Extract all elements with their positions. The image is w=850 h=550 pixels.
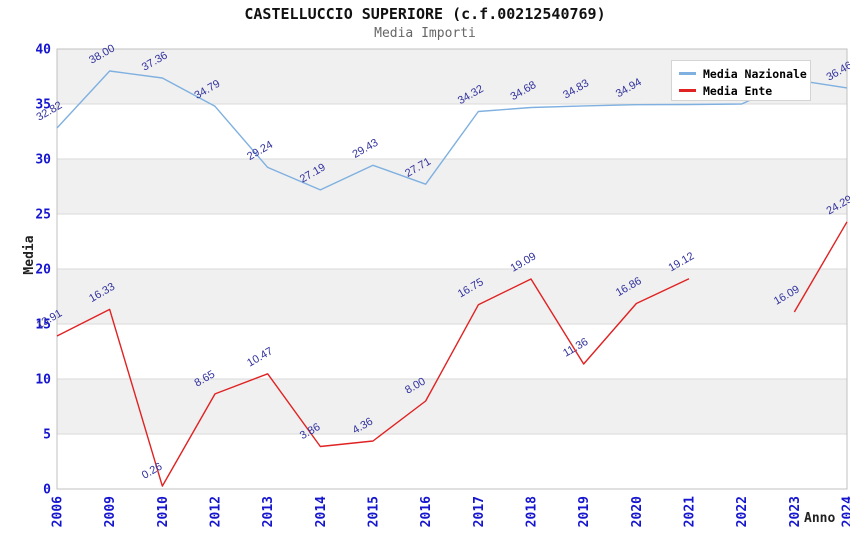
x-tick-label: 2021 — [683, 496, 698, 527]
point-label: 11.36 — [561, 336, 590, 360]
x-tick-label: 2018 — [525, 496, 540, 527]
x-tick-label: 2012 — [209, 496, 224, 527]
y-tick-label: 25 — [35, 208, 51, 223]
legend-label: Media Nazionale — [703, 66, 807, 81]
x-tick-label: 2009 — [103, 496, 118, 527]
x-tick-label: 2006 — [51, 496, 66, 527]
y-tick-label: 0 — [43, 483, 51, 498]
chart-subtitle: Media Importi — [374, 26, 476, 41]
series-line-media-ente — [793, 221, 848, 313]
y-tick-label: 30 — [35, 153, 51, 168]
legend: Media Nazionale Media Ente — [671, 60, 811, 101]
y-tick-label: 35 — [35, 98, 51, 113]
point-label: 10.47 — [245, 345, 275, 369]
legend-item-media-ente: Media Ente — [679, 82, 810, 99]
plot-border — [56, 48, 848, 490]
y-tick-label: 15 — [35, 318, 51, 333]
x-tick-label: 2010 — [156, 496, 171, 527]
series-line-media-ente — [56, 278, 690, 487]
y-tick-label: 20 — [35, 263, 51, 278]
legend-item-media-nazionale: Media Nazionale — [679, 65, 810, 82]
series-line-media-nazionale — [56, 70, 848, 191]
y-axis-title: Media — [22, 235, 37, 275]
chart-title: CASTELLUCCIO SUPERIORE (c.f.00212540769) — [244, 5, 606, 23]
plot-band — [57, 269, 847, 324]
x-axis-title: Anno — [804, 511, 836, 526]
x-tick-label: 2017 — [472, 496, 487, 527]
legend-swatch-media-ente-icon — [679, 89, 696, 92]
x-tick-label: 2022 — [735, 496, 750, 527]
x-tick-label: 2014 — [314, 496, 329, 527]
x-tick-label: 2013 — [261, 496, 276, 527]
x-tick-label: 2024 — [841, 496, 850, 527]
y-tick-label: 10 — [35, 373, 51, 388]
legend-swatch-media-nazionale-icon — [679, 72, 696, 75]
x-tick-label: 2023 — [788, 496, 803, 527]
x-tick-label: 2015 — [367, 496, 382, 527]
plot-band — [57, 159, 847, 214]
x-tick-label: 2019 — [577, 496, 592, 527]
plot-band — [57, 379, 847, 434]
legend-label: Media Ente — [703, 83, 773, 98]
y-tick-label: 40 — [35, 43, 51, 58]
x-tick-label: 2016 — [419, 496, 434, 527]
point-label: 29.43 — [351, 137, 381, 161]
x-tick-label: 2020 — [630, 496, 645, 527]
y-tick-label: 5 — [43, 428, 51, 443]
